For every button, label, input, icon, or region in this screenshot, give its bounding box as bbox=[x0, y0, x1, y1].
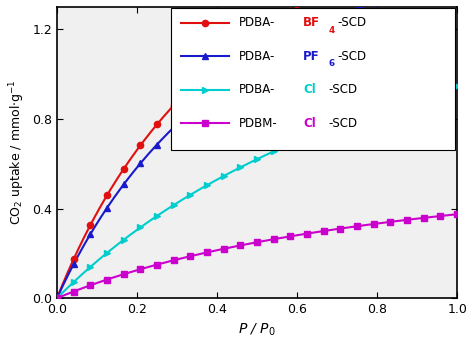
Text: PDBA-: PDBA- bbox=[239, 17, 275, 29]
Text: PDBA-: PDBA- bbox=[239, 83, 275, 97]
FancyBboxPatch shape bbox=[171, 8, 455, 150]
Text: -SCD: -SCD bbox=[337, 50, 366, 63]
Text: -SCD: -SCD bbox=[337, 17, 366, 29]
Text: -SCD: -SCD bbox=[328, 83, 358, 97]
Text: Cl: Cl bbox=[303, 117, 316, 130]
Text: -SCD: -SCD bbox=[328, 117, 358, 130]
Text: BF: BF bbox=[303, 17, 320, 29]
Text: PDBM-: PDBM- bbox=[239, 117, 278, 130]
Text: PDBA-: PDBA- bbox=[239, 50, 275, 63]
Text: Cl: Cl bbox=[303, 83, 316, 97]
Text: PF: PF bbox=[303, 50, 319, 63]
Text: 4: 4 bbox=[328, 26, 335, 35]
Y-axis label: CO$_2$ uptake / mmol$\cdot$g$^{-1}$: CO$_2$ uptake / mmol$\cdot$g$^{-1}$ bbox=[7, 80, 27, 225]
X-axis label: $P$ / $P_0$: $P$ / $P_0$ bbox=[238, 322, 276, 338]
Text: 6: 6 bbox=[328, 59, 335, 68]
